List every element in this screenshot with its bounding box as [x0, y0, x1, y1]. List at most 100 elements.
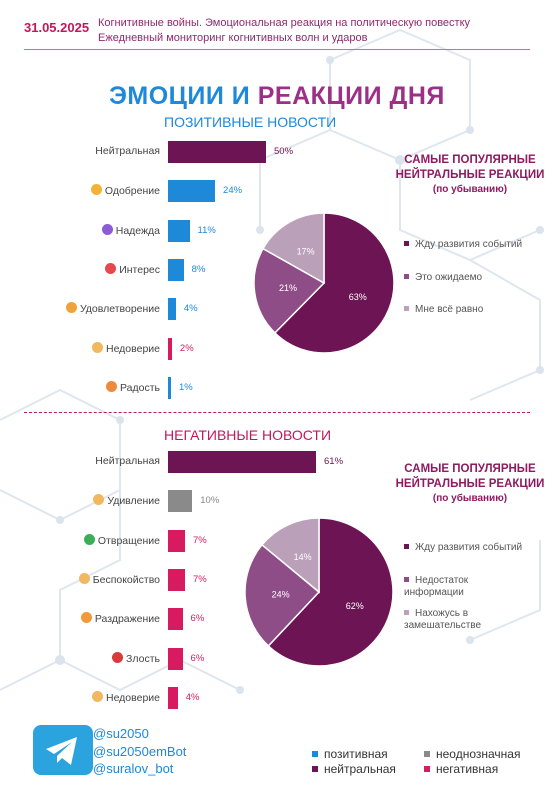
negative-bar-label: Удивление [93, 494, 160, 507]
report-date: 31.05.2025 [24, 20, 90, 35]
positive-bar-label: Одобрение [90, 184, 160, 198]
hope-icon [101, 223, 113, 235]
positive-bar-value: 50% [274, 146, 294, 157]
negative-bar-label: Недоверие [91, 690, 160, 704]
negative-pie-label: 14% [294, 552, 312, 562]
negative-bar-category: Отвращение [97, 534, 160, 547]
negative-legend-item: Жду развития событий [404, 542, 524, 554]
positive-bar-label: Надежда [101, 223, 160, 237]
negative-bar-category: Удивление [107, 495, 160, 508]
legend-neutral-swatch [312, 766, 318, 772]
negative-section-title: НЕГАТИВНЫЕ НОВОСТИ [164, 427, 332, 443]
positive-legend-label: Это ожидаемо [415, 272, 483, 283]
negative-legend-item: Нахожусь в замешательстве [404, 608, 524, 632]
legend-neutral: нейтральная [312, 762, 396, 776]
negative-bar-label: Беспокойство [78, 572, 160, 586]
positive-bar-value: 1% [179, 381, 193, 393]
positive-bar-category: Одобрение [104, 185, 160, 198]
positive-bar-value: 11% [197, 224, 216, 236]
positive-bar-label: Нейтральная [95, 145, 160, 157]
positive-bar-value: 24% [223, 185, 243, 197]
positive-bar-category: Интерес [119, 263, 160, 276]
telegram-icon[interactable] [33, 725, 93, 775]
positive-legend-item: Жду развития событий [404, 239, 524, 251]
legend-negative-label: негативная [436, 762, 499, 776]
negative-legend-swatch [404, 577, 409, 582]
positive-side-title: САМЫЕ ПОПУЛЯРНЫЕ НЕЙТРАЛЬНЫЕ РЕАКЦИИ [395, 154, 545, 181]
positive-bar-label: Радость [106, 380, 160, 394]
positive-pie-label: 21% [279, 283, 297, 293]
distrust-icon [91, 341, 103, 353]
negative-bar-value: 6% [190, 652, 205, 664]
surprise-icon [93, 494, 105, 506]
negative-bar [168, 686, 178, 709]
legend-ambiguous: неоднозначная [424, 747, 520, 761]
positive-legend-label: Жду развития событий [415, 239, 523, 250]
legend-ambiguous-swatch [424, 751, 430, 757]
negative-legend-label: Недостаток информации [404, 575, 469, 598]
positive-bar-value: 2% [179, 342, 194, 354]
positive-bar-category: Надежда [115, 224, 160, 237]
positive-legend-swatch [404, 274, 409, 279]
positive-pie-slice [254, 247, 326, 334]
negative-bar-value: 4% [185, 691, 200, 703]
positive-bar-label: Недоверие [91, 341, 160, 355]
negative-legend-label: Нахожусь в замешательстве [404, 608, 482, 631]
positive-side-subtitle: (по убыванию) [432, 184, 508, 195]
approval-icon [90, 184, 102, 196]
negative-bar [168, 529, 185, 552]
positive-bar [168, 180, 216, 203]
page-title-part1: ЭМОЦИИ И [109, 82, 258, 110]
negative-bar-category: Нейтральная [95, 455, 160, 467]
negative-bar-category: Беспокойство [92, 573, 160, 586]
positive-legend-swatch [404, 241, 409, 246]
negative-bar-category: Злость [126, 652, 160, 665]
negative-bar [168, 608, 183, 631]
positive-pie-label: 17% [297, 247, 315, 257]
positive-bar-category: Недоверие [105, 342, 160, 355]
negative-pie-chart: 62% 24% 14% [244, 517, 394, 667]
negative-bar-value: 10% [200, 495, 220, 507]
negative-legend-label: Жду развития событий [415, 542, 523, 553]
legend-positive: позитивная [312, 747, 388, 761]
negative-pie-slice [267, 517, 394, 667]
negative-bar-label: Отвращение [83, 533, 160, 547]
negative-bar [168, 568, 185, 591]
positive-legend-item: Это ожидаемо [404, 272, 524, 284]
irritation-icon [80, 612, 92, 624]
negative-bar-value: 7% [192, 534, 207, 546]
negative-pie-label: 24% [272, 589, 290, 599]
page-title: ЭМОЦИИ И РЕАКЦИИ ДНЯ [0, 82, 554, 111]
negative-bar [168, 490, 193, 513]
positive-bar [168, 376, 171, 399]
handle-link-3[interactable]: @suralov_bot [93, 761, 174, 776]
negative-bar-value: 6% [190, 613, 205, 625]
negative-bar-category: Раздражение [94, 613, 160, 626]
satisfaction-icon [65, 302, 77, 314]
negative-legend-swatch [404, 610, 409, 615]
negative-bar-label: Злость [112, 651, 160, 665]
positive-pie-label: 63% [349, 292, 367, 302]
handle-link-2[interactable]: @su2050emBot [93, 744, 187, 759]
positive-bar [168, 258, 184, 281]
negative-pie-slice [260, 517, 320, 594]
positive-legend-item: Мне всё равно [404, 304, 524, 316]
positive-bar-value: 4% [183, 303, 198, 315]
positive-bar-category: Радость [120, 381, 160, 394]
handle-link-1[interactable]: @su2050 [93, 726, 149, 741]
negative-side-subtitle: (по убыванию) [432, 493, 508, 504]
negative-pie-slice [244, 543, 321, 648]
legend-negative-swatch [424, 766, 430, 772]
negative-bar-category: Недоверие [105, 691, 160, 704]
positive-pie-slice [273, 212, 394, 354]
distrust-icon [91, 690, 103, 702]
negative-pie-label: 62% [346, 601, 364, 611]
positive-legend-swatch [404, 306, 409, 311]
header-description: Ежедневный мониторинг когнитивных волн и… [98, 32, 368, 44]
negative-bar-label: Раздражение [80, 612, 160, 626]
section-divider [24, 412, 530, 413]
positive-bar-category: Удовлетворение [79, 303, 160, 316]
positive-pie-chart: 63% 21% 17% [254, 212, 394, 354]
header-subtitle: Когнитивные войны. Эмоциональная реакция… [98, 17, 471, 29]
